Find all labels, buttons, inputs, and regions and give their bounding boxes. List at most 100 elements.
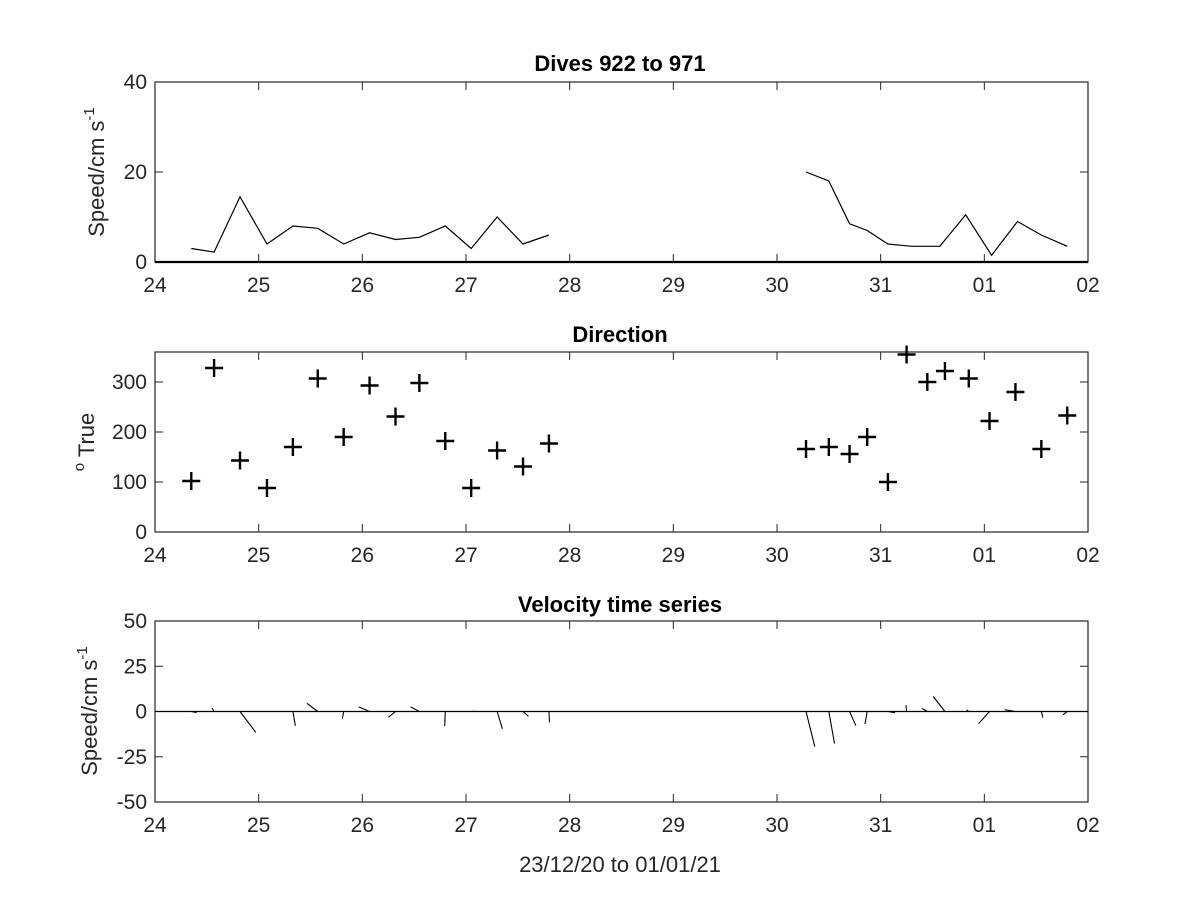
y-tick-label: -50 — [117, 791, 147, 814]
y-tick-label: 200 — [112, 421, 147, 444]
velocity-stick — [1062, 711, 1068, 716]
velocity-stick — [548, 711, 551, 723]
velocity-stick — [1040, 711, 1044, 718]
x-tick-label: 29 — [662, 814, 685, 837]
y-tick-label: 0 — [135, 251, 147, 274]
velocity-chart-title: Velocity time series — [518, 592, 722, 617]
velocity-stick — [887, 710, 896, 714]
direction-point — [858, 428, 877, 446]
velocity-stick — [239, 711, 257, 733]
velocity-stick — [388, 711, 396, 718]
direction-point — [308, 369, 327, 388]
direction-point — [918, 373, 937, 391]
direction-point — [819, 438, 838, 456]
velocity-stick — [864, 711, 868, 725]
velocity-stick — [966, 709, 970, 712]
direction-point — [797, 440, 816, 458]
direction-point — [205, 359, 224, 377]
x-tick-label: 01 — [973, 274, 996, 297]
y-tick-label: 100 — [112, 471, 147, 494]
y-tick-label: 25 — [124, 655, 147, 678]
speed-series-line — [191, 195, 550, 253]
x-tick-label: 25 — [247, 274, 270, 297]
velocity-stick — [905, 705, 908, 712]
velocity-stick — [306, 702, 319, 712]
x-tick-label: 31 — [869, 274, 892, 297]
x-tick-label: 28 — [558, 544, 581, 567]
speed-y-axis-label: Speed/cm s-1 — [81, 107, 109, 237]
velocity-stick — [191, 710, 197, 714]
velocity-panel: 24 25 26 27 28 29 30 31 01 02 -50 -25 0 25 50 — [117, 610, 1100, 837]
y-tick-label: 40 — [124, 71, 147, 94]
speed-series-line — [805, 171, 1068, 257]
direction-point — [386, 407, 405, 426]
x-tick-label: 27 — [454, 544, 477, 567]
x-tick-label: 01 — [973, 544, 996, 567]
x-tick-label: 28 — [558, 274, 581, 297]
x-tick-label: 30 — [765, 814, 788, 837]
velocity-stick — [358, 706, 370, 713]
direction-point — [935, 362, 954, 380]
direction-y-axis-label: o True — [71, 413, 99, 471]
x-tick-label: 25 — [247, 814, 270, 837]
direction-point — [182, 472, 201, 490]
y-tick-label: 20 — [124, 161, 147, 184]
direction-panel: 24 25 26 27 28 29 30 31 01 02 0 100 200 300 — [112, 345, 1100, 567]
velocity-stick — [921, 707, 928, 712]
x-tick-label: 30 — [765, 544, 788, 567]
x-tick-label: 26 — [351, 274, 374, 297]
velocity-stick — [849, 711, 857, 726]
velocity-stick — [211, 707, 215, 712]
direction-point — [897, 345, 916, 364]
direction-point — [283, 438, 302, 456]
x-tick-label: 29 — [662, 544, 685, 567]
direction-point — [436, 432, 455, 450]
x-tick-label: 02 — [1076, 814, 1099, 837]
direction-point — [231, 451, 250, 470]
velocity-stick — [444, 711, 446, 726]
x-tick-label: 25 — [247, 544, 270, 567]
x-tick-label: 30 — [765, 274, 788, 297]
y-tick-label: -25 — [117, 746, 147, 769]
direction-point — [514, 457, 533, 476]
direction-point — [539, 434, 558, 453]
velocity-stick — [410, 706, 420, 712]
direction-point — [360, 376, 379, 395]
velocity-stick — [522, 711, 529, 717]
velocity-stick — [828, 711, 836, 744]
x-tick-label: 24 — [143, 814, 167, 837]
direction-point — [488, 441, 507, 460]
speed-panel: 24 25 26 27 28 29 30 31 01 02 0 20 40 — [124, 71, 1100, 297]
plot-frame — [154, 81, 1089, 263]
direction-point — [1058, 406, 1077, 425]
velocity-stick — [1004, 709, 1016, 713]
x-tick-label: 26 — [351, 814, 374, 837]
y-tick-label: 50 — [124, 610, 147, 633]
plot-frame — [154, 351, 1089, 533]
x-tick-label: 27 — [454, 814, 477, 837]
direction-point — [878, 473, 897, 491]
x-tick-label: 31 — [869, 814, 892, 837]
x-tick-label: 31 — [869, 544, 892, 567]
x-tick-label: 26 — [351, 544, 374, 567]
x-axis-label: 23/12/20 to 01/01/21 — [519, 852, 721, 877]
y-tick-label: 300 — [112, 371, 147, 394]
velocity-stick — [496, 711, 503, 729]
velocity-stick — [292, 711, 296, 726]
direction-point — [1032, 440, 1051, 458]
x-tick-label: 29 — [662, 274, 685, 297]
direction-point — [1006, 383, 1025, 401]
direction-point — [334, 428, 353, 446]
y-tick-label: 0 — [135, 701, 147, 724]
direction-chart-title: Direction — [572, 322, 667, 347]
y-tick-label: 0 — [135, 521, 147, 544]
velocity-stick — [341, 711, 345, 719]
velocity-y-axis-label: Speed/cm s-1 — [74, 646, 102, 776]
x-tick-label: 02 — [1076, 274, 1099, 297]
x-tick-label: 01 — [973, 814, 996, 837]
speed-chart-title: Dives 922 to 971 — [534, 51, 705, 76]
direction-point — [462, 479, 481, 497]
x-tick-label: 02 — [1076, 544, 1099, 567]
direction-point — [959, 369, 978, 388]
